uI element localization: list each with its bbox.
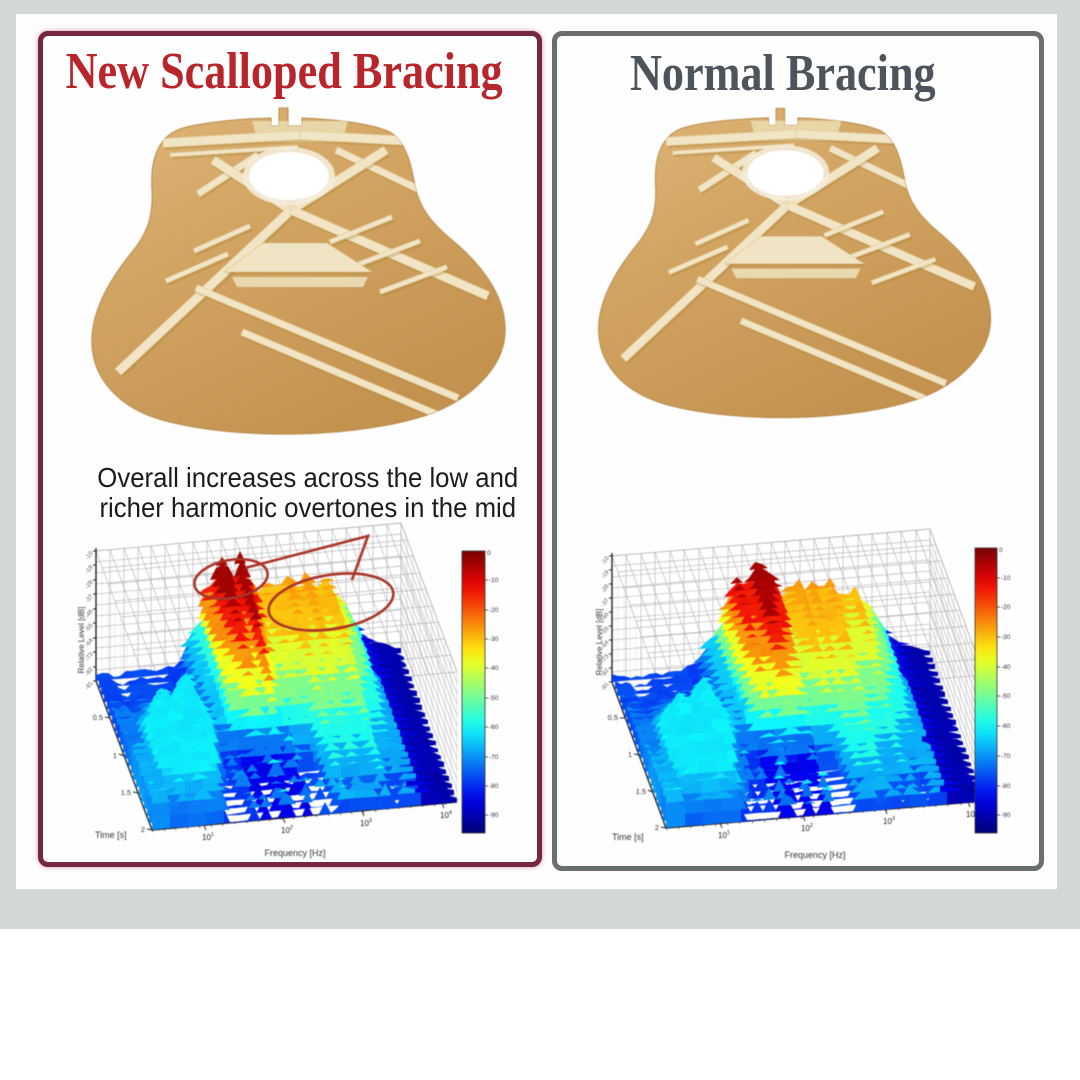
svg-text:-28: -28: [85, 579, 95, 590]
svg-text:-10: -10: [489, 577, 499, 584]
svg-text:-37: -37: [85, 593, 95, 604]
svg-text:-20: -20: [1001, 604, 1011, 611]
svg-text:-90: -90: [1001, 812, 1011, 819]
svg-text:0: 0: [999, 547, 1003, 554]
svg-text:-46: -46: [601, 611, 611, 622]
svg-text:2: 2: [141, 825, 145, 834]
svg-text:-60: -60: [1001, 723, 1011, 730]
svg-text:0: 0: [487, 550, 491, 557]
svg-text:Frequency [Hz]: Frequency [Hz]: [784, 850, 845, 860]
svg-text:101: 101: [202, 832, 214, 842]
svg-text:-10: -10: [1001, 575, 1011, 582]
svg-text:-19: -19: [601, 569, 611, 580]
svg-text:0.5: 0.5: [608, 713, 618, 722]
svg-text:1: 1: [628, 750, 632, 759]
svg-text:-91: -91: [601, 681, 611, 692]
svg-text:-70: -70: [489, 754, 499, 761]
svg-text:-40: -40: [1001, 664, 1011, 671]
svg-text:-55: -55: [601, 625, 611, 636]
svg-text:Relative Level [dB]: Relative Level [dB]: [595, 609, 604, 676]
svg-text:Time [s]: Time [s]: [95, 830, 127, 840]
svg-text:-73: -73: [601, 653, 611, 664]
svg-text:-82: -82: [85, 666, 95, 677]
svg-text:104: 104: [440, 810, 452, 820]
svg-text:103: 103: [883, 816, 895, 826]
svg-text:0.5: 0.5: [93, 713, 103, 722]
svg-text:-37: -37: [601, 597, 611, 608]
svg-text:-64: -64: [85, 637, 95, 648]
svg-text:102: 102: [801, 823, 813, 833]
svg-text:102: 102: [281, 825, 293, 835]
svg-text:-60: -60: [489, 724, 499, 731]
svg-text:-55: -55: [85, 622, 95, 633]
svg-text:-73: -73: [85, 651, 95, 662]
svg-text:-80: -80: [489, 783, 499, 790]
svg-text:-10: -10: [85, 550, 95, 561]
svg-text:103: 103: [360, 818, 372, 828]
svg-text:-91: -91: [85, 680, 95, 691]
svg-text:-80: -80: [1001, 783, 1011, 790]
svg-text:Frequency [Hz]: Frequency [Hz]: [264, 848, 325, 858]
svg-text:Time [s]: Time [s]: [612, 832, 644, 842]
svg-text:1: 1: [113, 751, 117, 760]
svg-text:-46: -46: [85, 608, 95, 619]
svg-text:-90: -90: [489, 812, 499, 819]
svg-text:1.5: 1.5: [636, 787, 646, 796]
svg-text:-19: -19: [85, 564, 95, 575]
svg-text:-30: -30: [1001, 634, 1011, 641]
svg-text:Relative Level [dB]: Relative Level [dB]: [77, 607, 86, 674]
svg-text:101: 101: [718, 830, 730, 840]
svg-text:-28: -28: [601, 583, 611, 594]
svg-text:-82: -82: [601, 667, 611, 678]
svg-text:-70: -70: [1001, 753, 1011, 760]
svg-text:-50: -50: [489, 695, 499, 702]
svg-text:-20: -20: [489, 607, 499, 614]
svg-text:2: 2: [655, 823, 659, 832]
svg-text:-30: -30: [489, 636, 499, 643]
svg-text:-40: -40: [489, 665, 499, 672]
svg-text:-10: -10: [601, 555, 611, 566]
svg-text:-64: -64: [601, 639, 611, 650]
svg-text:1.5: 1.5: [121, 788, 131, 797]
svg-text:-50: -50: [1001, 693, 1011, 700]
